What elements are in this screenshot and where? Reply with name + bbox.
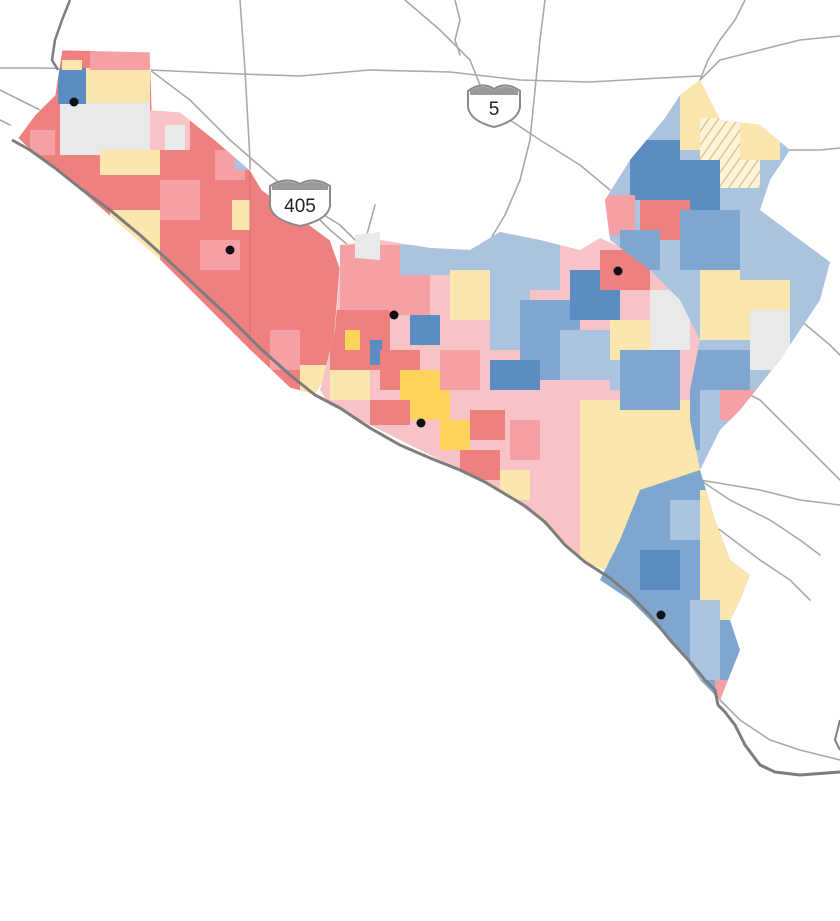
no-data-strip — [355, 232, 380, 260]
road — [454, 0, 461, 56]
road — [404, 0, 481, 86]
city-dot-icon — [656, 610, 666, 620]
road — [719, 699, 840, 761]
harbor-edge — [833, 719, 840, 751]
coastline — [11, 138, 840, 777]
inland-boundary — [50, 0, 72, 71]
road — [149, 69, 361, 246]
interstate-405-label: 405 — [284, 196, 316, 217]
city-dot-icon — [225, 245, 235, 255]
interstate-5-shield: 5 — [467, 84, 521, 129]
city-dot-icon — [389, 310, 399, 320]
city-dot-icon — [416, 418, 426, 428]
city-dot-icon — [613, 266, 623, 276]
interstate-shield-icon — [269, 179, 331, 228]
road — [0, 119, 11, 126]
interstate-shield-icon — [467, 84, 521, 129]
road — [489, 0, 546, 241]
city-markers — [69, 97, 666, 620]
interstate-405-shield: 405 — [269, 179, 331, 228]
road — [699, 0, 746, 81]
road — [699, 479, 821, 556]
interstate-5-label: 5 — [489, 99, 500, 120]
road — [699, 35, 840, 81]
road — [509, 119, 611, 191]
city-dot-icon — [69, 97, 79, 107]
